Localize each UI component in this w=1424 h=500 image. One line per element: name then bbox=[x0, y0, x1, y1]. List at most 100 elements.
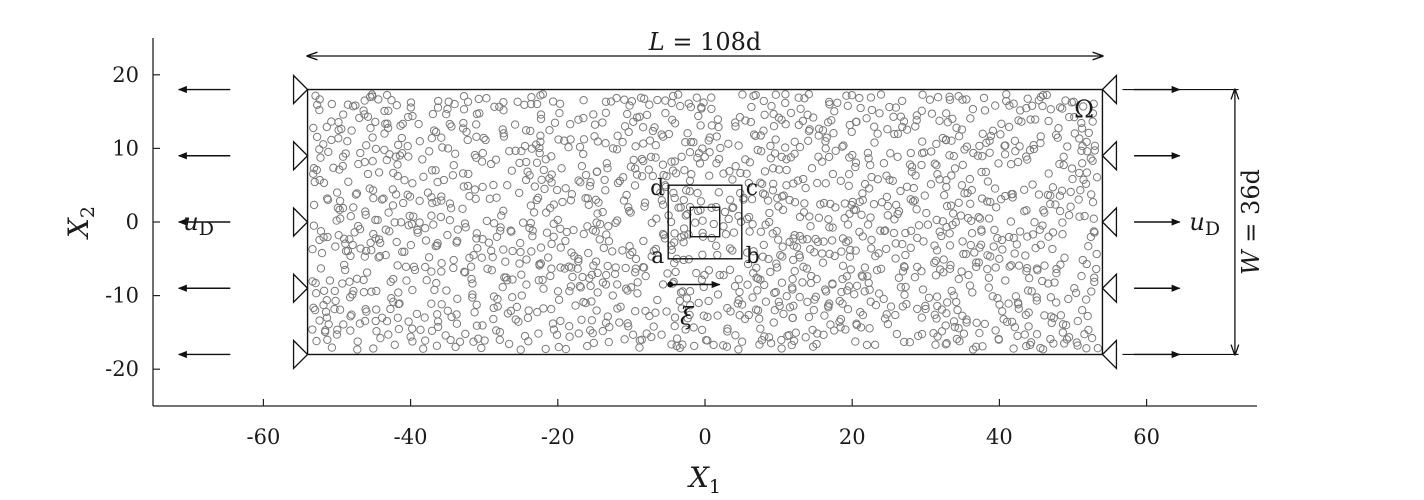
particle bbox=[736, 168, 745, 178]
particle bbox=[571, 301, 580, 310]
particle bbox=[900, 290, 909, 299]
particle bbox=[1031, 115, 1040, 124]
particle bbox=[516, 247, 525, 257]
particle bbox=[579, 229, 588, 239]
particle bbox=[890, 129, 899, 139]
particle bbox=[618, 246, 627, 255]
particle bbox=[1055, 191, 1065, 200]
particle bbox=[870, 340, 880, 349]
particle bbox=[524, 306, 533, 315]
particle bbox=[593, 268, 602, 278]
particle bbox=[957, 181, 967, 190]
particle bbox=[333, 203, 343, 213]
particle bbox=[598, 326, 607, 336]
particle bbox=[978, 129, 987, 138]
particle bbox=[766, 154, 775, 163]
particle bbox=[344, 177, 353, 186]
particle bbox=[724, 139, 733, 148]
particle bbox=[507, 166, 516, 175]
particle bbox=[1058, 328, 1067, 337]
particle bbox=[427, 326, 437, 335]
particle bbox=[334, 134, 343, 143]
particle bbox=[921, 301, 930, 311]
particle bbox=[942, 176, 951, 185]
particle bbox=[460, 267, 469, 276]
particle bbox=[1053, 133, 1062, 142]
particle bbox=[865, 285, 874, 294]
particle bbox=[955, 337, 964, 346]
particle bbox=[703, 336, 712, 345]
particle bbox=[935, 116, 944, 125]
particle bbox=[369, 229, 378, 239]
particle bbox=[536, 259, 545, 268]
particle bbox=[415, 196, 424, 205]
particle bbox=[448, 171, 458, 180]
particle bbox=[794, 93, 803, 102]
particle bbox=[932, 215, 941, 225]
particle bbox=[683, 314, 692, 323]
particle bbox=[545, 126, 554, 135]
particle bbox=[574, 329, 583, 338]
particle bbox=[923, 220, 933, 229]
particle bbox=[774, 297, 783, 306]
particle bbox=[547, 178, 556, 187]
particle bbox=[535, 261, 544, 270]
particle bbox=[312, 336, 321, 346]
particle bbox=[579, 96, 588, 105]
corner-label-c: c bbox=[746, 176, 758, 201]
particle bbox=[432, 278, 441, 288]
particle bbox=[856, 307, 865, 317]
particle bbox=[918, 285, 928, 294]
particle bbox=[825, 299, 834, 308]
particle bbox=[858, 272, 867, 281]
particle bbox=[757, 336, 767, 345]
particle bbox=[871, 300, 881, 310]
particle bbox=[685, 187, 694, 196]
particle bbox=[931, 256, 940, 265]
particle bbox=[1006, 217, 1016, 226]
particle bbox=[408, 179, 417, 188]
particle bbox=[1032, 293, 1041, 302]
particle bbox=[1022, 341, 1031, 351]
particle bbox=[581, 170, 591, 180]
particle bbox=[724, 214, 733, 224]
particle bbox=[1052, 298, 1061, 307]
y-tick-label-3: -10 bbox=[105, 284, 139, 308]
particle bbox=[1023, 232, 1032, 241]
particle bbox=[777, 152, 786, 162]
length-label: L = 108d bbox=[648, 28, 761, 56]
particle bbox=[452, 310, 461, 319]
particle bbox=[1025, 146, 1035, 155]
particle bbox=[836, 323, 845, 332]
particle bbox=[871, 252, 880, 261]
particle bbox=[678, 340, 687, 349]
particle bbox=[404, 152, 413, 161]
particle bbox=[329, 163, 338, 172]
particle bbox=[920, 191, 929, 200]
particle bbox=[840, 199, 850, 208]
particle bbox=[359, 106, 368, 115]
particle bbox=[1036, 132, 1045, 141]
particle bbox=[959, 249, 968, 259]
particle bbox=[388, 201, 398, 210]
particle bbox=[539, 284, 548, 293]
particle bbox=[618, 137, 627, 147]
particle bbox=[382, 155, 391, 165]
particle bbox=[876, 90, 886, 99]
particle bbox=[658, 229, 668, 239]
particle bbox=[415, 137, 424, 146]
particle bbox=[556, 263, 565, 272]
particle bbox=[828, 169, 838, 179]
particle bbox=[623, 319, 632, 328]
particle bbox=[534, 329, 543, 338]
particle bbox=[818, 126, 828, 135]
particle bbox=[449, 255, 458, 265]
particle bbox=[994, 335, 1003, 344]
particle bbox=[870, 122, 879, 131]
particle bbox=[470, 185, 480, 194]
particle bbox=[341, 239, 350, 248]
particle bbox=[1083, 311, 1092, 321]
particle bbox=[996, 195, 1006, 204]
particle bbox=[866, 93, 876, 102]
particle bbox=[926, 180, 936, 189]
